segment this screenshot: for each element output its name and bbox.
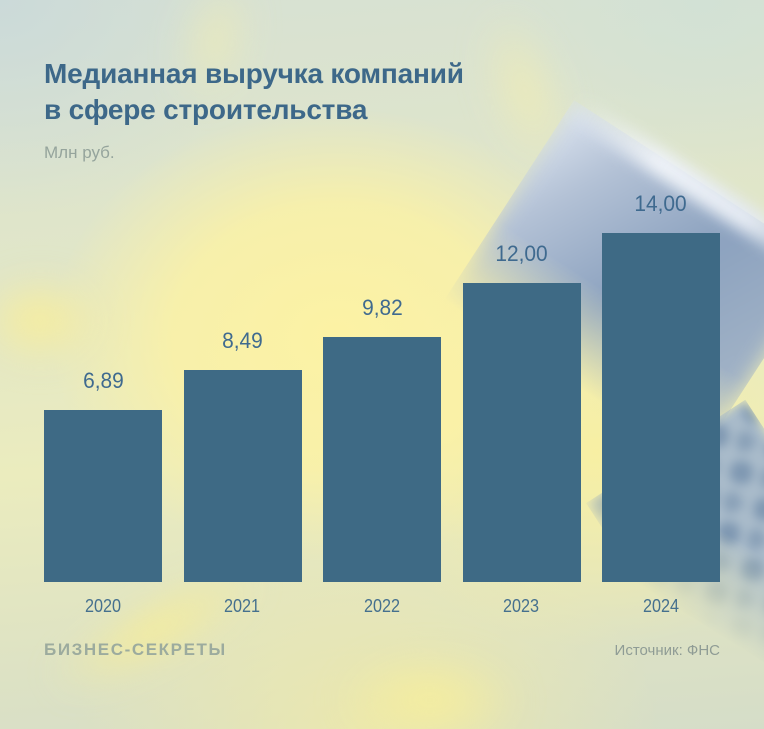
x-axis-labels: 2020 2021 2022 2023 2024 [44,596,720,617]
bar-value-label: 12,00 [495,241,548,266]
bar-column-2022: 9,82 [323,190,441,582]
footer: БИЗНЕС-СЕКРЕТЫ Источник: ФНС [44,640,720,660]
x-axis-label-2023: 2023 [463,596,581,617]
bar-column-2024: 14,00 [602,190,720,582]
bar-value-label: 14,00 [634,191,688,216]
bar-2021 [183,370,302,582]
year-text: 2022 [363,596,401,616]
bar-value-label: 6,89 [82,368,124,393]
source-attribution: Источник: ФНС [614,642,720,659]
x-axis-label-2021: 2021 [184,596,302,617]
bar-value-label: 8,49 [222,328,263,353]
year-text: 2023 [503,596,540,616]
chart-units-label: Млн руб. [44,143,115,162]
bar-chart: 6,89 8,49 9,82 12,00 14,00 [44,190,720,582]
year-text: 2020 [84,596,122,616]
chart-title-line-1: Медианная выручка компаний [44,58,464,89]
year-text: 2024 [642,596,680,616]
x-axis-label-2022: 2022 [323,596,441,617]
brand-logo-text: БИЗНЕС-СЕКРЕТЫ [44,640,227,659]
bar-2022 [323,337,441,582]
bar-2024 [602,233,720,582]
year-text: 2021 [224,596,261,616]
bar-column-2020: 6,89 [44,190,162,582]
x-axis-label-2020: 2020 [44,596,162,617]
bar-2023 [462,283,581,582]
bar-value-label: 9,82 [361,295,403,320]
bar-column-2023: 12,00 [462,190,581,582]
bar-column-2021: 8,49 [183,190,302,582]
x-axis-label-2024: 2024 [602,596,720,617]
chart-title-line-2: в сфере строительства [44,94,368,125]
bar-2020 [44,410,162,582]
chart-title: Медианная выручка компаний в сфере строи… [44,56,644,128]
